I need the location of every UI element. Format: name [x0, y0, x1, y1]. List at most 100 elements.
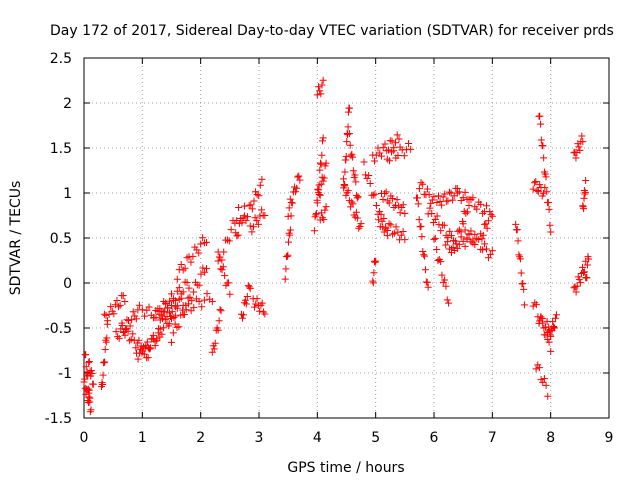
- data-point: [183, 254, 191, 262]
- data-point: [179, 311, 187, 319]
- data-point: [319, 76, 327, 84]
- data-point: [81, 384, 89, 392]
- data-point: [116, 301, 124, 309]
- data-point: [220, 248, 228, 256]
- data-point: [349, 153, 357, 161]
- data-point: [455, 188, 463, 196]
- data-point: [113, 297, 121, 305]
- data-point: [318, 81, 326, 89]
- data-point: [343, 138, 351, 146]
- data-point: [346, 141, 354, 149]
- data-point: [128, 316, 136, 324]
- data-point: [310, 227, 318, 235]
- data-point: [241, 296, 249, 304]
- data-point: [378, 152, 385, 160]
- data-point: [139, 347, 147, 355]
- data-point: [179, 288, 187, 296]
- data-point: [421, 252, 429, 260]
- data-point: [115, 303, 123, 311]
- data-point: [425, 191, 433, 199]
- data-point: [535, 319, 543, 327]
- data-point: [580, 205, 588, 213]
- data-point: [366, 180, 374, 188]
- data-point: [143, 338, 151, 346]
- data-point: [256, 181, 264, 189]
- data-point: [461, 226, 469, 234]
- data-point: [481, 240, 489, 248]
- data-point: [253, 191, 261, 199]
- data-point: [177, 260, 185, 268]
- data-point: [225, 237, 233, 245]
- data-point: [140, 350, 148, 358]
- data-point: [316, 191, 324, 199]
- data-point: [371, 157, 378, 165]
- data-point: [438, 271, 446, 279]
- data-point: [99, 371, 107, 379]
- data-point: [381, 140, 389, 148]
- data-point: [351, 171, 359, 179]
- data-point: [344, 131, 352, 139]
- data-point: [426, 204, 434, 212]
- data-point: [453, 184, 461, 192]
- data-point: [345, 130, 353, 138]
- data-point: [144, 343, 152, 351]
- y-tick-label: -1: [58, 366, 72, 382]
- data-point: [428, 196, 436, 204]
- data-point: [544, 336, 552, 344]
- data-point: [105, 310, 113, 318]
- data-point: [479, 231, 487, 239]
- data-point: [233, 232, 241, 240]
- data-point: [431, 216, 439, 224]
- data-point: [112, 328, 120, 336]
- data-point: [240, 202, 248, 210]
- data-point: [296, 176, 304, 184]
- data-point: [238, 310, 245, 318]
- data-point: [240, 212, 248, 220]
- data-point: [249, 223, 257, 231]
- data-point: [282, 265, 290, 273]
- data-point: [317, 160, 325, 168]
- data-point: [419, 180, 427, 188]
- data-point: [190, 304, 198, 312]
- data-point: [580, 268, 588, 276]
- data-point: [341, 168, 349, 176]
- data-point: [545, 326, 553, 334]
- data-point: [435, 221, 443, 229]
- data-point: [164, 304, 172, 312]
- data-point: [582, 176, 590, 184]
- data-point: [483, 224, 491, 232]
- data-point: [471, 241, 479, 249]
- y-tick-label: 0.5: [50, 231, 72, 247]
- data-point: [316, 166, 324, 174]
- data-point: [352, 178, 360, 186]
- data-point: [162, 299, 170, 307]
- data-point: [469, 194, 477, 202]
- data-point: [570, 284, 578, 292]
- data-point: [379, 144, 387, 152]
- data-point: [183, 278, 191, 286]
- data-point: [234, 231, 242, 239]
- data-point: [168, 338, 175, 346]
- data-point: [445, 299, 453, 307]
- y-axis-label: SDTVAR / TECUs: [8, 181, 24, 296]
- data-point: [313, 199, 321, 207]
- data-point: [318, 151, 326, 159]
- data-point: [239, 311, 247, 319]
- data-point: [81, 375, 89, 383]
- data-point: [251, 214, 259, 222]
- data-point: [529, 302, 537, 310]
- data-point: [132, 344, 140, 352]
- data-point: [383, 226, 391, 234]
- data-point: [201, 268, 209, 276]
- data-point: [479, 246, 487, 254]
- data-point: [246, 222, 254, 230]
- data-point: [372, 202, 380, 210]
- data-point: [415, 216, 423, 224]
- data-point: [372, 257, 380, 265]
- data-point: [471, 230, 479, 238]
- data-point: [454, 227, 462, 235]
- data-point: [85, 386, 93, 394]
- y-tick-label: 2: [63, 96, 72, 112]
- data-point: [576, 146, 584, 154]
- data-point: [87, 406, 95, 414]
